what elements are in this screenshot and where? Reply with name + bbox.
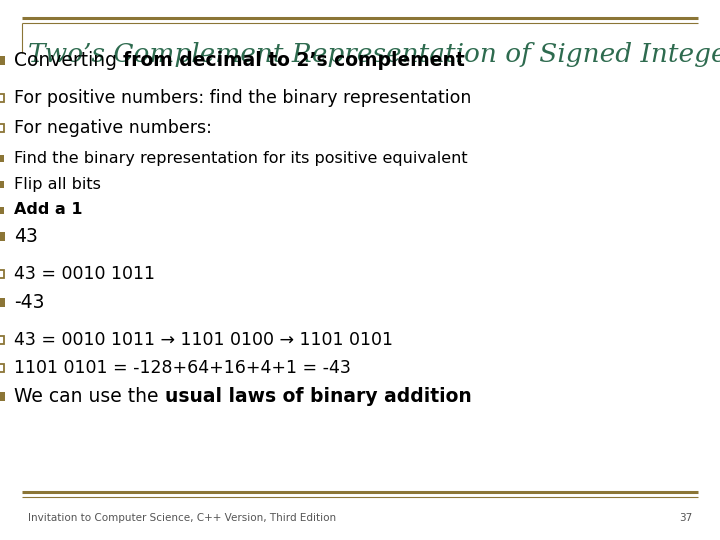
Text: 37: 37 (679, 513, 692, 523)
Text: Invitation to Computer Science, C++ Version, Third Edition: Invitation to Computer Science, C++ Vers… (28, 513, 336, 523)
Bar (0, 206, 4, 213)
Bar (0, 336, 4, 344)
Text: Converting: Converting (14, 51, 123, 70)
Bar (0, 232, 4, 240)
Text: Add a 1: Add a 1 (14, 202, 83, 218)
Text: -43: -43 (14, 293, 45, 312)
Text: 1101 0101 = -128+64+16+4+1 = -43: 1101 0101 = -128+64+16+4+1 = -43 (14, 359, 351, 377)
Bar (0, 298, 4, 307)
Text: usual laws of binary addition: usual laws of binary addition (165, 387, 472, 406)
Bar (0, 270, 4, 278)
Bar (0, 94, 4, 102)
Text: We can use the: We can use the (14, 387, 165, 406)
Bar (0, 392, 4, 401)
Text: 43 = 0010 1011 → 1101 0100 → 1101 0101: 43 = 0010 1011 → 1101 0100 → 1101 0101 (14, 331, 393, 349)
Bar (0, 364, 4, 372)
Bar (0, 154, 4, 161)
Text: Flip all bits: Flip all bits (14, 177, 101, 192)
Text: 43: 43 (14, 226, 38, 246)
Bar (0, 180, 4, 187)
Bar (0, 56, 4, 64)
Text: For positive numbers: find the binary representation: For positive numbers: find the binary re… (14, 89, 472, 107)
Text: For negative numbers:: For negative numbers: (14, 119, 212, 137)
Text: 43 = 0010 1011: 43 = 0010 1011 (14, 265, 155, 283)
Text: Find the binary representation for its positive equivalent: Find the binary representation for its p… (14, 151, 468, 165)
Text: Two’s Complement Representation of Signed Integers: Two’s Complement Representation of Signe… (28, 42, 720, 67)
Text: from decimal to 2’s complement: from decimal to 2’s complement (123, 51, 465, 70)
Bar (0, 124, 4, 132)
